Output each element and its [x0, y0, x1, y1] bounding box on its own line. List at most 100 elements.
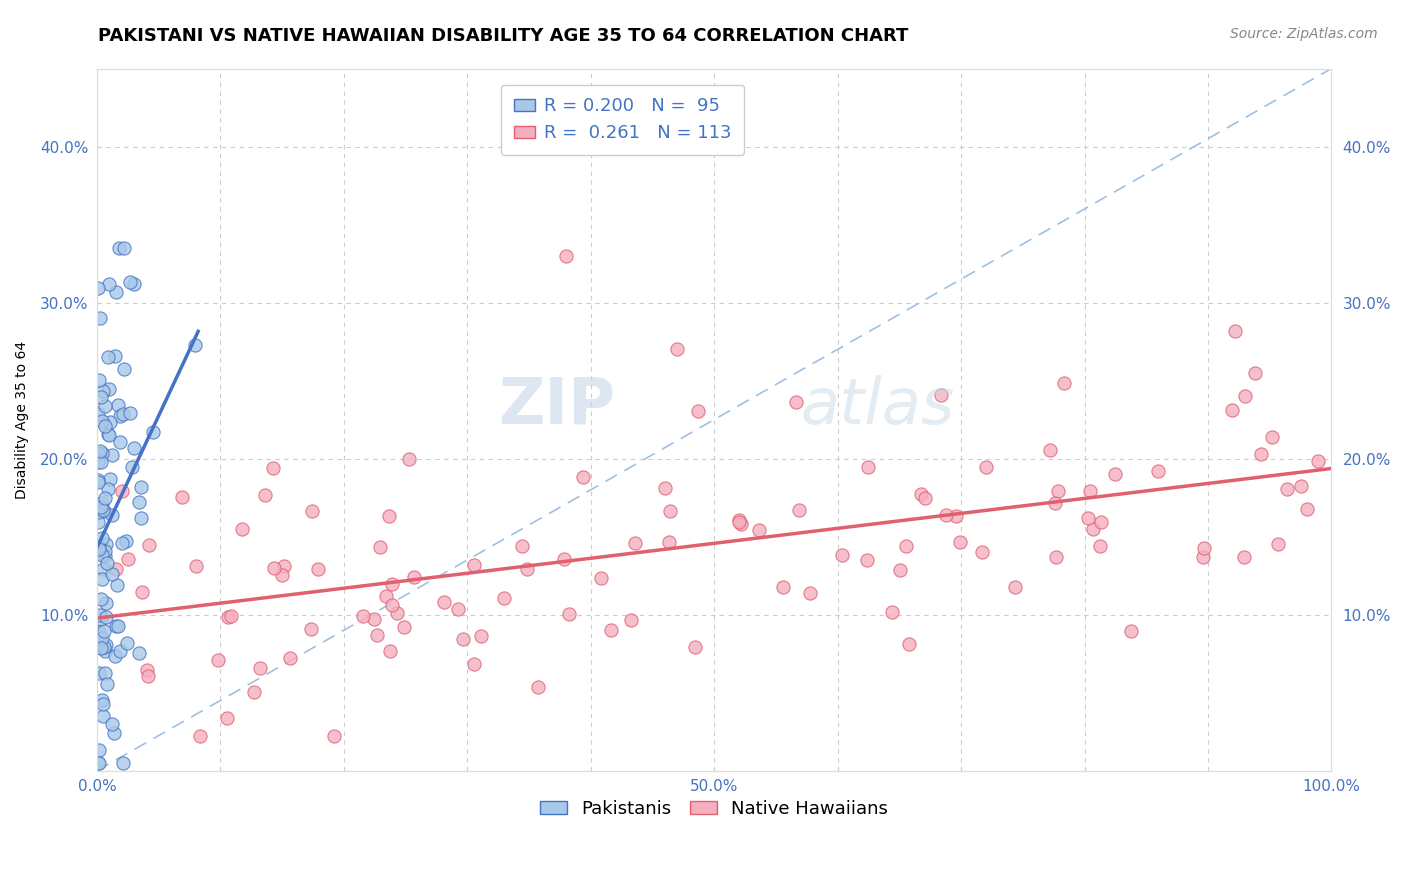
Point — [111, 483, 134, 498]
Point — [90, 592, 112, 607]
Point — [91, 548, 114, 562]
Point — [385, 606, 408, 620]
Point — [880, 606, 903, 620]
Point — [108, 409, 131, 423]
Point — [90, 532, 112, 546]
Y-axis label: Disability Age 35 to 64: Disability Age 35 to 64 — [15, 341, 30, 499]
Point — [254, 488, 277, 502]
Point — [87, 473, 110, 487]
Point — [91, 446, 114, 460]
Point — [87, 665, 110, 680]
Point — [974, 459, 997, 474]
Point — [1306, 454, 1329, 468]
Point — [378, 509, 401, 524]
Point — [1078, 484, 1101, 499]
Point — [728, 516, 751, 530]
Point — [263, 561, 285, 575]
Point — [96, 677, 118, 691]
Point — [527, 680, 550, 694]
Point — [90, 612, 112, 626]
Point — [105, 578, 128, 592]
Point — [90, 500, 112, 514]
Legend: Pakistanis, Native Hawaiians: Pakistanis, Native Hawaiians — [533, 792, 896, 825]
Point — [87, 541, 110, 556]
Point — [271, 567, 294, 582]
Point — [131, 584, 153, 599]
Point — [112, 362, 135, 376]
Point — [100, 717, 122, 731]
Point — [142, 425, 165, 439]
Point — [87, 516, 110, 530]
Point — [945, 508, 967, 523]
Text: atlas: atlas — [800, 375, 955, 436]
Point — [1275, 483, 1298, 497]
Point — [89, 540, 111, 554]
Point — [93, 640, 115, 655]
Point — [307, 562, 329, 576]
Point — [898, 637, 921, 651]
Point — [91, 708, 114, 723]
Point — [1119, 624, 1142, 639]
Point — [96, 556, 118, 570]
Point — [1267, 537, 1289, 551]
Point — [730, 517, 752, 532]
Point — [1223, 324, 1246, 338]
Text: Source: ZipAtlas.com: Source: ZipAtlas.com — [1230, 27, 1378, 41]
Point — [262, 460, 284, 475]
Point — [381, 599, 404, 613]
Point — [249, 661, 271, 675]
Point — [87, 742, 110, 756]
Point — [470, 630, 492, 644]
Point — [207, 653, 229, 667]
Point — [301, 504, 323, 518]
Point — [572, 470, 595, 484]
Point — [889, 562, 911, 576]
Point — [97, 482, 120, 496]
Point — [87, 505, 110, 519]
Point — [117, 552, 139, 566]
Point — [87, 446, 110, 460]
Point — [94, 596, 117, 610]
Point — [101, 566, 124, 581]
Point — [104, 349, 127, 363]
Point — [935, 508, 957, 523]
Point — [89, 444, 111, 458]
Point — [87, 756, 110, 770]
Point — [463, 657, 485, 671]
Point — [89, 310, 111, 325]
Point — [1260, 430, 1282, 444]
Point — [90, 572, 112, 586]
Point — [89, 607, 111, 622]
Point — [1047, 484, 1070, 499]
Point — [929, 388, 952, 402]
Point — [215, 711, 238, 725]
Point — [1289, 479, 1312, 493]
Point — [136, 663, 159, 677]
Point — [90, 693, 112, 707]
Point — [1090, 516, 1112, 530]
Point — [136, 669, 159, 683]
Point — [105, 562, 128, 576]
Point — [128, 646, 150, 660]
Point — [120, 406, 142, 420]
Point — [111, 535, 134, 549]
Point — [122, 441, 145, 455]
Point — [90, 455, 112, 469]
Point — [87, 455, 110, 469]
Point — [748, 523, 770, 537]
Point — [94, 491, 117, 505]
Point — [1104, 467, 1126, 481]
Point — [658, 535, 681, 549]
Point — [91, 631, 114, 645]
Point — [87, 541, 110, 556]
Point — [90, 390, 112, 404]
Point — [101, 508, 124, 522]
Point — [352, 609, 374, 624]
Point — [600, 623, 623, 637]
Point — [1244, 367, 1267, 381]
Point — [378, 644, 401, 658]
Point — [91, 496, 114, 510]
Point — [87, 640, 110, 654]
Point — [97, 428, 120, 442]
Point — [323, 730, 346, 744]
